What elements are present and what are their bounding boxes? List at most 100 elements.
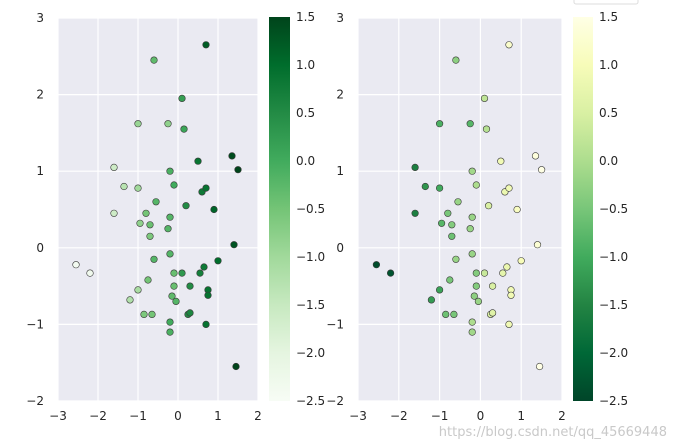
left-scatter-point [196,269,204,277]
right-scatter-point [537,166,546,174]
right-scatter-point [468,213,476,221]
right-scatter-point [452,255,460,263]
right-x-tick-label: 0 [477,409,485,423]
left-x-tick-label: −3 [49,409,67,423]
right-x-tick-label: −3 [349,409,367,423]
left-scatter-point [140,310,148,319]
left-scatter-point [232,362,240,371]
left-colorbar-tick-label: −1.5 [296,298,325,312]
right-scatter-point [444,209,452,217]
right-y-tick-label: 3 [336,11,344,25]
left-scatter-point [136,219,144,227]
right-scatter-point [466,120,474,128]
right-scatter-point [531,152,540,160]
left-scatter-point [166,167,174,175]
left-colorbar: 1.5 1.0 0.5 0.0 −0.5 −1.0 −1.5 −2.0 −2.5 [269,10,325,408]
right-gridlines [357,17,563,402]
left-gridlines [57,17,259,402]
left-scatter-point [170,282,178,290]
left-scatter-point [126,296,134,304]
left-y-tick-label: 2 [36,88,44,102]
right-scatter-point [411,209,419,217]
right-y-tick-label: −2 [326,394,344,408]
right-plot-area [358,18,562,401]
left-colorbar-tick-label: −0.5 [296,202,325,216]
right-x-tick-label: 2 [558,409,566,423]
right-scatter-point [499,269,507,277]
left-scatter-point [228,152,236,160]
right-colorbar: 1.5 1.0 0.5 0.0 −0.5 −1.0 −1.5 −2.0 −2.5 [573,10,628,408]
left-scatter-point [150,255,158,263]
right-scatter-point [427,296,436,304]
left-colorbar-tick-label: −2.5 [296,394,325,408]
right-colorbar-tick-labels: 1.5 1.0 0.5 0.0 −0.5 −1.0 −1.5 −2.0 −2.5 [599,10,628,408]
left-scatter-point [182,202,190,210]
left-scatter-point [164,225,172,233]
left-colorbar-tick-label: 1.5 [296,10,315,24]
right-scatter-point [448,221,456,229]
left-colorbar-tick-label: 0.0 [296,154,315,168]
left-scatter-point [202,320,210,329]
right-scatter-point [485,202,493,210]
right-scatter-point [468,167,476,175]
right-y-tick-label: 2 [336,88,344,102]
right-scatter-point [387,269,395,277]
right-scatter-point [513,205,521,214]
right-y-tick-label: 0 [336,241,344,255]
left-subplot: −3 −2 −1 0 1 2 −2 −1 0 1 2 3 [26,11,262,423]
right-scatter-point [442,310,450,319]
left-scatter-point [234,166,242,174]
left-y-tick-label: 1 [36,164,44,178]
left-scatter-point [166,328,174,336]
left-x-tick-labels: −3 −2 −1 0 1 2 [49,409,262,423]
right-scatter-point [468,318,476,326]
right-scatter-point [446,276,454,284]
left-scatter-point [120,182,128,191]
left-x-tick-label: −2 [89,409,107,423]
left-scatter-point [204,291,212,299]
right-scatter-points [372,41,546,371]
right-scatter-point [474,297,483,306]
left-scatter-point [230,241,238,249]
right-scatter-point [468,328,476,336]
left-scatter-point [166,318,174,326]
right-scatter-point [450,310,458,319]
right-scatter-point [470,292,478,300]
right-scatter-point [535,362,544,371]
right-subplot: −3 −2 −1 0 1 2 −2 −1 0 1 2 3 [326,11,566,423]
left-scatter-point [144,276,152,284]
left-scatter-point [152,198,160,206]
left-scatter-point [110,209,118,217]
right-scatter-point [480,269,489,277]
right-scatter-point [436,184,444,192]
left-colorbar-tick-label: −1.0 [296,250,325,264]
right-scatter-point [466,225,474,233]
left-scatter-point [146,232,154,240]
right-colorbar-tick-label: 0.5 [599,106,618,120]
right-scatter-point [503,263,511,271]
left-colorbar-tick-label: 0.5 [296,106,315,120]
right-scatter-point [372,261,381,269]
left-colorbar-tick-labels: 1.5 1.0 0.5 0.0 −0.5 −1.0 −1.5 −2.0 −2.5 [296,10,325,408]
right-scatter-point [472,181,480,189]
left-y-tick-labels: −2 −1 0 1 2 3 [26,11,44,408]
left-scatter-point [170,181,178,189]
left-scatter-point [172,297,180,306]
right-scatter-point [533,241,542,249]
right-scatter-point [489,309,497,317]
left-x-tick-label: 2 [254,409,262,423]
left-scatter-point [134,120,142,128]
left-scatter-point [178,94,186,102]
right-scatter-point [411,163,419,171]
right-colorbar-tick-label: −1.5 [599,298,628,312]
right-colorbar-tick-label: −1.0 [599,250,628,264]
left-scatter-point [134,286,142,294]
left-colorbar-tick-label: 1.0 [296,58,315,72]
right-x-tick-label: −2 [390,409,408,423]
left-scatter-point [178,269,186,277]
right-scatter-point [472,269,480,277]
left-y-tick-label: −1 [26,317,44,331]
left-y-tick-label: 3 [36,11,44,25]
left-scatter-point [142,209,150,217]
